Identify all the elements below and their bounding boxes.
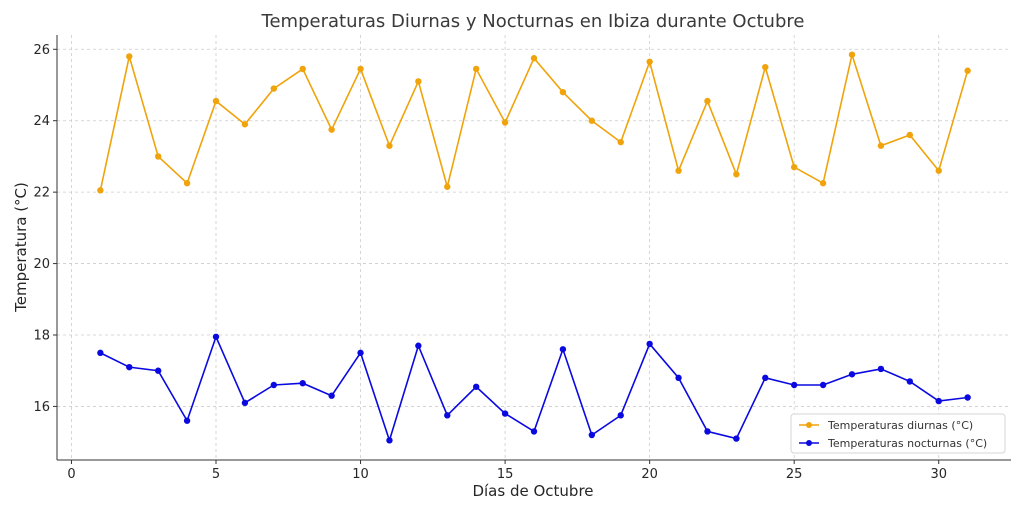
data-point xyxy=(154,367,162,374)
legend-label: Temperaturas diurnas (°C) xyxy=(827,419,973,432)
data-point xyxy=(212,97,220,105)
data-point xyxy=(299,65,306,73)
data-point xyxy=(444,183,451,190)
data-point xyxy=(126,53,133,60)
x-tick-label: 15 xyxy=(497,467,514,482)
x-tick-label: 20 xyxy=(641,467,658,482)
x-tick-label: 0 xyxy=(67,467,75,482)
data-point xyxy=(819,381,827,389)
data-point xyxy=(386,142,393,149)
data-point xyxy=(212,333,220,340)
data-point xyxy=(935,167,942,174)
data-point xyxy=(97,349,104,357)
data-point xyxy=(241,399,249,407)
legend: Temperaturas diurnas (°C) Temperaturas no… xyxy=(790,413,1006,454)
series-group xyxy=(97,51,971,444)
legend-item: Temperaturas diurnas (°C) xyxy=(799,419,973,432)
data-point xyxy=(472,65,480,73)
data-point xyxy=(906,131,914,139)
data-point xyxy=(328,126,335,133)
data-point xyxy=(704,97,711,105)
data-point xyxy=(762,374,769,382)
y-tick-label: 22 xyxy=(33,186,50,201)
legend-marker xyxy=(806,422,812,428)
legend-box xyxy=(790,413,1006,454)
data-point xyxy=(964,394,971,401)
data-point xyxy=(328,392,335,399)
data-point xyxy=(675,374,682,382)
data-point xyxy=(964,67,971,74)
data-point xyxy=(877,142,885,149)
data-point xyxy=(704,428,711,435)
tick-labels: 0 5 10 15 20 25 30 16 18 20 22 24 26 xyxy=(33,43,947,482)
series-line xyxy=(99,51,969,191)
data-point xyxy=(617,138,624,146)
data-point xyxy=(790,381,798,389)
data-point xyxy=(415,78,422,85)
data-point xyxy=(559,88,567,96)
data-point xyxy=(530,55,538,62)
legend-item: Temperaturas nocturnas (°C) xyxy=(799,437,987,450)
data-point xyxy=(646,58,653,65)
data-point xyxy=(733,171,740,178)
legend-marker xyxy=(806,440,812,446)
chart-title: Temperaturas Diurnas y Nocturnas en Ibiz… xyxy=(261,11,805,32)
axes xyxy=(53,35,1011,464)
data-point xyxy=(415,342,422,349)
data-point xyxy=(588,431,596,439)
x-axis-label: Días de Octubre xyxy=(472,482,593,500)
data-point xyxy=(819,180,827,187)
grid xyxy=(57,35,1011,460)
data-point xyxy=(906,378,914,385)
y-tick-label: 20 xyxy=(33,257,50,272)
data-point xyxy=(935,397,942,405)
y-tick-label: 26 xyxy=(33,43,50,58)
legend-label: Temperaturas nocturnas (°C) xyxy=(827,437,987,450)
data-point xyxy=(646,340,653,348)
data-point xyxy=(790,163,798,171)
data-point xyxy=(559,346,567,353)
x-tick-label: 10 xyxy=(352,467,369,482)
data-point xyxy=(501,410,509,417)
data-point xyxy=(241,121,249,128)
y-tick-label: 18 xyxy=(33,329,50,344)
data-point xyxy=(183,417,191,424)
data-point xyxy=(848,51,856,58)
data-point xyxy=(617,412,624,419)
data-point xyxy=(357,65,364,73)
data-point xyxy=(530,428,538,435)
data-point xyxy=(877,365,885,373)
data-point xyxy=(675,167,682,174)
data-point xyxy=(299,380,306,387)
y-axis-label: Temperatura (°C) xyxy=(12,182,30,313)
data-point xyxy=(762,63,769,71)
series-1 xyxy=(97,51,971,194)
data-point xyxy=(444,412,451,419)
data-point xyxy=(270,85,278,92)
series-2 xyxy=(97,333,971,444)
data-point xyxy=(501,119,509,126)
data-point xyxy=(472,383,480,390)
data-point xyxy=(183,180,191,187)
x-tick-label: 5 xyxy=(212,467,220,482)
data-point xyxy=(848,371,856,378)
data-point xyxy=(154,153,162,160)
data-point xyxy=(733,435,740,442)
x-tick-label: 25 xyxy=(786,467,803,482)
data-point xyxy=(270,381,278,389)
data-point xyxy=(386,437,393,444)
y-tick-label: 24 xyxy=(33,114,50,129)
data-point xyxy=(97,187,104,194)
y-tick-label: 16 xyxy=(33,400,50,415)
data-point xyxy=(126,363,133,371)
data-point xyxy=(588,117,596,124)
x-tick-label: 30 xyxy=(930,467,947,482)
data-point xyxy=(357,349,364,357)
